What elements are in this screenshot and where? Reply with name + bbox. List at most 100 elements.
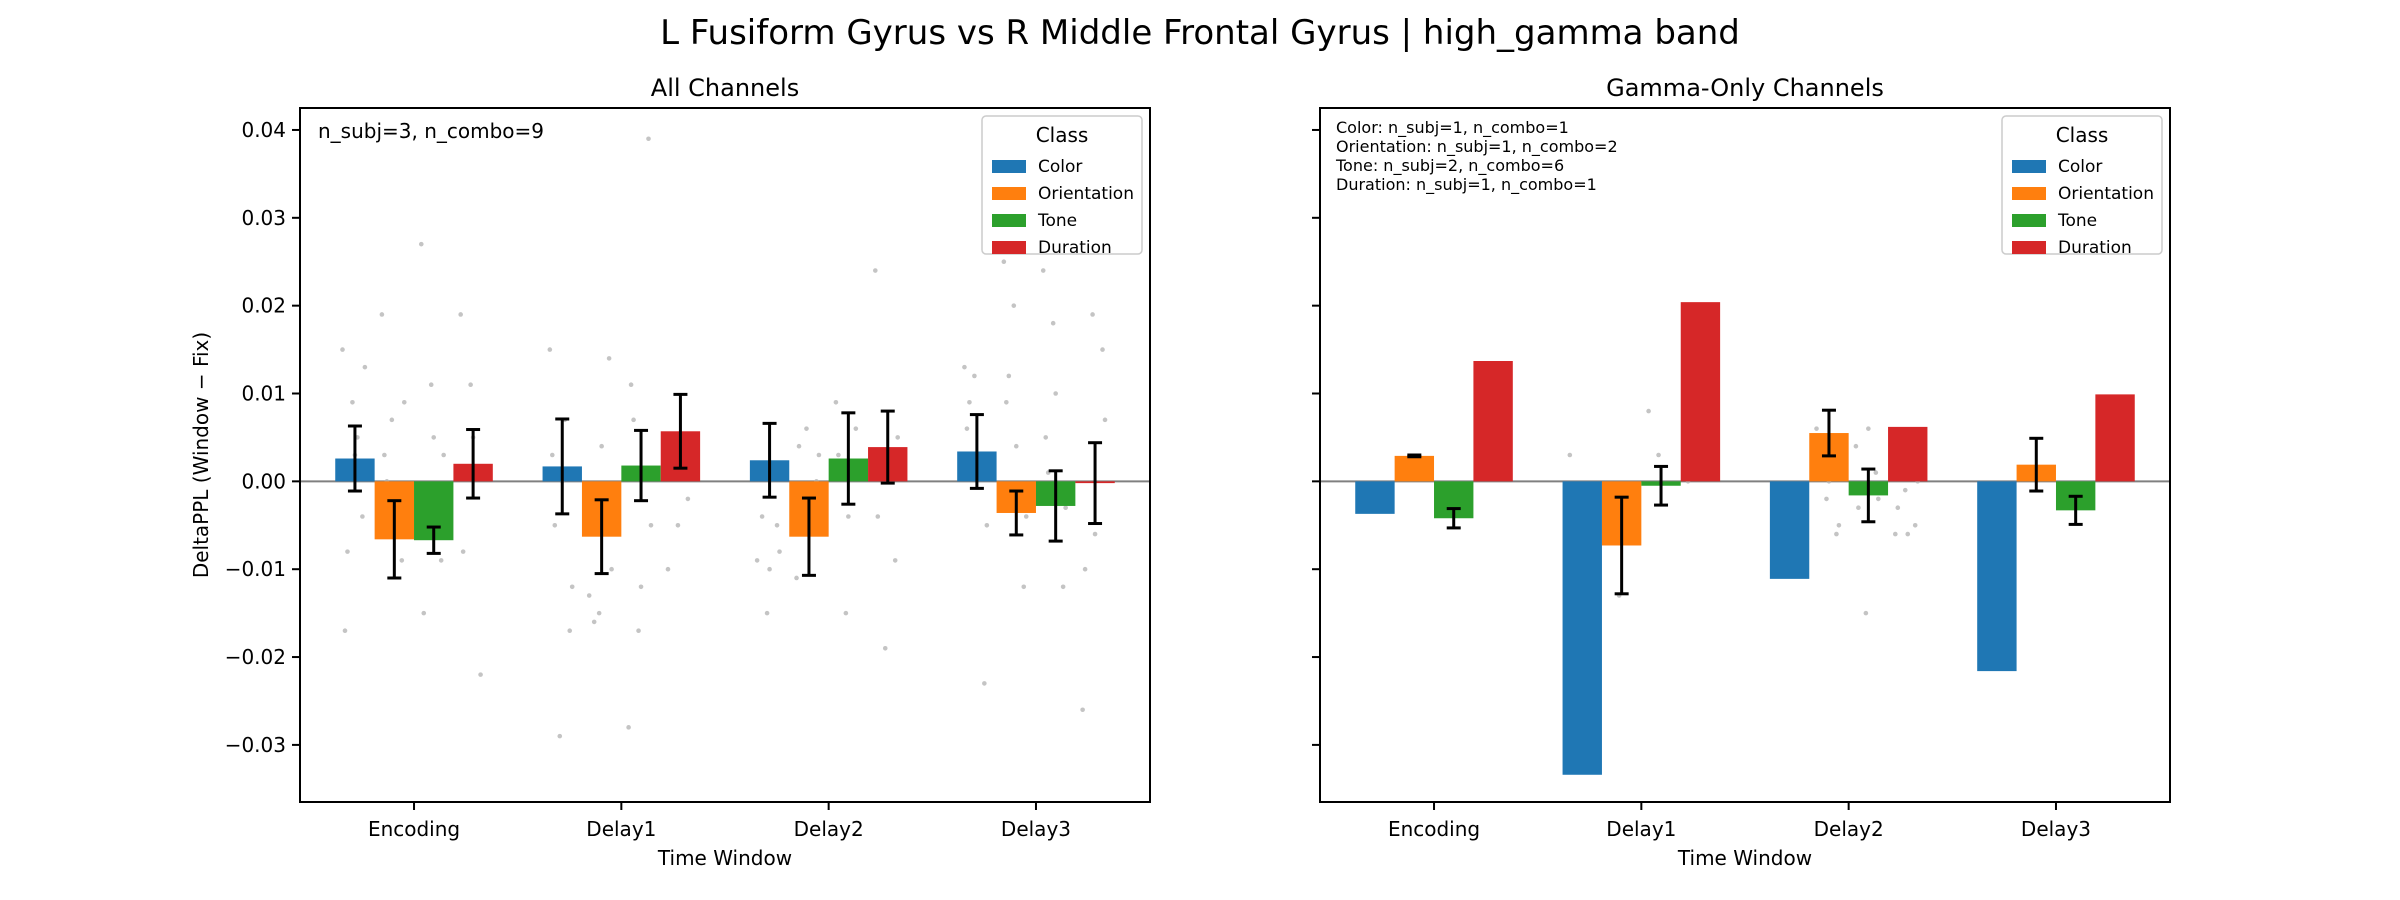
legend-swatch-orientation — [992, 187, 1026, 200]
bar-duration-encoding — [1473, 361, 1513, 482]
data-point — [892, 558, 898, 563]
data-point — [794, 575, 799, 581]
data-point — [547, 347, 553, 352]
data-point — [875, 514, 881, 519]
y-tick-label: 0.04 — [241, 118, 286, 142]
data-point — [833, 399, 839, 405]
data-point — [638, 584, 644, 590]
data-point — [1082, 566, 1088, 572]
data-point — [1866, 426, 1871, 431]
data-point — [599, 443, 604, 449]
x-tick-label: Delay2 — [1814, 817, 1884, 841]
data-point — [421, 610, 427, 616]
y-tick-label: −0.01 — [225, 557, 286, 581]
data-point — [767, 566, 772, 572]
data-point — [428, 382, 434, 388]
data-point — [478, 672, 483, 677]
data-point — [340, 347, 345, 352]
data-point — [345, 549, 350, 554]
data-point — [836, 452, 841, 458]
data-point — [964, 426, 970, 431]
data-point — [1567, 452, 1573, 458]
axes-frame — [299, 107, 1151, 803]
data-point — [1834, 531, 1839, 537]
data-point — [342, 628, 348, 633]
data-point — [1895, 505, 1901, 511]
data-point — [1013, 443, 1019, 449]
data-point — [1053, 391, 1058, 396]
bar-color-delay1 — [1562, 481, 1602, 775]
data-point — [774, 522, 780, 528]
data-point — [1876, 496, 1881, 502]
figure-suptitle: L Fusiform Gyrus vs R Middle Frontal Gyr… — [660, 13, 1740, 53]
data-point — [1090, 312, 1095, 317]
data-point — [552, 522, 558, 528]
legend-label-orientation: Orientation — [2058, 184, 2154, 204]
legend-label-color: Color — [1038, 157, 1082, 177]
data-point — [764, 610, 770, 616]
data-point — [379, 312, 385, 317]
legend-swatch-tone — [992, 214, 1026, 227]
data-point — [1853, 443, 1859, 449]
data-point — [606, 356, 612, 361]
legend-label-tone: Tone — [1037, 211, 1077, 231]
data-point — [843, 610, 849, 616]
data-point — [962, 364, 967, 370]
data-point — [1856, 505, 1861, 511]
data-point — [1646, 408, 1651, 414]
data-point — [982, 681, 987, 686]
data-point — [591, 619, 597, 625]
data-point — [468, 382, 473, 388]
annotation-text: n_subj=3, n_combo=9 — [318, 119, 544, 143]
annotation-text: Duration: n_subj=1, n_combo=1 — [1336, 175, 1597, 195]
legend-title: Class — [2056, 123, 2109, 147]
data-point — [984, 522, 990, 528]
data-point — [1893, 531, 1898, 537]
data-point — [1063, 505, 1068, 511]
y-tick-label: 0.02 — [241, 294, 286, 318]
bar-duration-delay2 — [1888, 426, 1928, 482]
annotation-text: Tone: n_subj=2, n_combo=6 — [1335, 156, 1564, 176]
data-point — [1905, 531, 1911, 537]
data-point — [675, 522, 681, 528]
axes-frame — [1319, 107, 2171, 803]
legend-swatch-duration — [992, 241, 1026, 254]
data-point — [1836, 522, 1842, 528]
data-point — [1040, 268, 1046, 273]
data-point — [1043, 435, 1049, 440]
data-point — [1902, 487, 1908, 493]
data-point — [360, 514, 365, 519]
data-point — [1023, 514, 1029, 519]
data-point — [796, 443, 802, 449]
data-point — [636, 628, 641, 633]
data-point — [438, 558, 444, 563]
data-point — [1060, 584, 1066, 590]
legend-swatch-orientation — [2012, 187, 2046, 200]
data-point — [1004, 399, 1009, 405]
data-point — [350, 399, 355, 405]
data-point — [1080, 707, 1085, 713]
data-point — [401, 399, 407, 405]
panel-all-channels: −0.03 −0.02 −0.01 0.00 0.01 0.02 0.03 0.04 Encod… — [189, 74, 1151, 870]
data-point — [431, 435, 437, 440]
data-point — [418, 241, 424, 247]
data-point — [399, 558, 405, 563]
data-point — [389, 417, 395, 423]
data-point — [846, 514, 851, 519]
y-tick-label: −0.03 — [225, 733, 286, 757]
data-point — [754, 558, 760, 563]
x-tick-label: Delay2 — [794, 817, 864, 841]
data-point — [382, 452, 387, 458]
data-point — [631, 417, 636, 423]
data-point — [853, 426, 859, 431]
data-point — [685, 496, 691, 502]
panel-gamma-only-channels: Encoding Delay1 Delay2 Delay3 Gamma-Only Cha… — [1312, 74, 2171, 870]
y-tick-label: 0.00 — [241, 469, 286, 493]
x-tick-label: Delay3 — [2021, 817, 2091, 841]
legend-swatch-color — [992, 160, 1026, 173]
x-axis-label: Time Window — [1677, 846, 1812, 870]
data-point — [362, 364, 368, 370]
data-point — [1814, 426, 1819, 431]
bar-duration-delay3 — [2095, 394, 2135, 482]
